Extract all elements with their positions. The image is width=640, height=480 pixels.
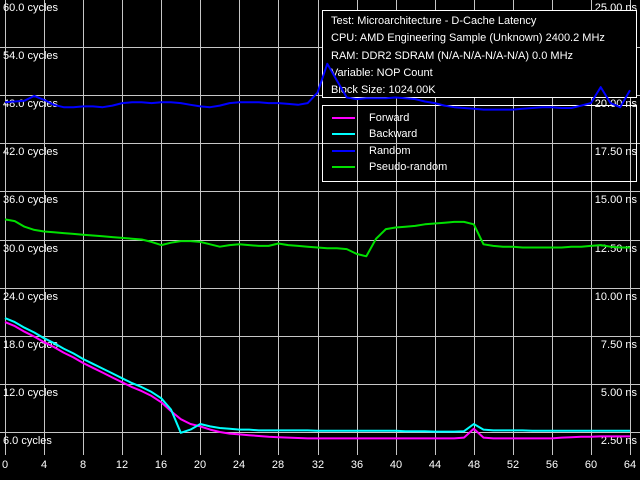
right-axis-tick: 12.50 ns: [594, 243, 637, 255]
left-axis-tick: 36.0 cycles: [3, 194, 59, 206]
right-axis-tick: 15.00 ns: [594, 194, 637, 206]
legend-label-backward: Backward: [369, 128, 418, 140]
x-axis-tick: 64: [623, 459, 637, 471]
left-axis-tick: 6.0 cycles: [3, 435, 52, 447]
left-axis-tick: 18.0 cycles: [3, 339, 59, 351]
right-axis-tick: 7.50 ns: [600, 339, 637, 351]
x-axis-tick: 44: [428, 459, 442, 471]
info-line-block-size: Block Size: 1024.00K: [331, 84, 436, 96]
test-info-box: Test: Microarchitecture - D-Cache Latenc…: [322, 10, 637, 98]
legend-label-forward: Forward: [369, 112, 410, 124]
legend-item-pseudo-random: Pseudo-random: [323, 160, 447, 174]
right-axis-tick: 17.50 ns: [594, 146, 637, 158]
x-axis-tick: 12: [115, 459, 129, 471]
left-axis-tick: 30.0 cycles: [3, 243, 59, 255]
x-axis-tick: 4: [40, 459, 48, 471]
legend-swatch-backward: [332, 133, 355, 135]
x-axis-tick: 36: [350, 459, 364, 471]
left-axis-tick: 42.0 cycles: [3, 146, 59, 158]
legend-item-backward: Backward: [323, 127, 417, 141]
info-line-cpu: CPU: AMD Engineering Sample (Unknown) 24…: [331, 32, 605, 44]
x-axis-tick: 0: [1, 459, 9, 471]
x-axis-tick: 32: [311, 459, 325, 471]
legend-label-random: Random: [369, 145, 411, 157]
chart-legend: Forward Backward Random Pseudo-random: [322, 105, 637, 182]
legend-swatch-pseudo-random: [332, 166, 355, 168]
legend-swatch-forward: [332, 117, 355, 119]
x-axis-tick: 28: [271, 459, 285, 471]
legend-label-pseudo-random: Pseudo-random: [369, 161, 448, 173]
legend-swatch-random: [332, 150, 355, 152]
legend-item-random: Random: [323, 144, 411, 158]
x-axis-tick: 16: [154, 459, 168, 471]
x-axis-tick: 40: [389, 459, 403, 471]
right-axis-tick: 10.00 ns: [594, 291, 637, 303]
x-axis-tick: 24: [232, 459, 246, 471]
x-axis-tick: 56: [545, 459, 559, 471]
legend-item-forward: Forward: [323, 111, 409, 125]
left-axis-tick: 12.0 cycles: [3, 387, 59, 399]
x-axis-tick: 52: [506, 459, 520, 471]
info-line-ram: RAM: DDR2 SDRAM (N/A-N/A-N/A-N/A) 0.0 MH…: [331, 50, 574, 62]
left-axis-tick: 24.0 cycles: [3, 291, 59, 303]
right-axis-tick: 2.50 ns: [600, 435, 637, 447]
info-line-variable: Variable: NOP Count: [331, 67, 433, 79]
right-axis-tick: 5.00 ns: [600, 387, 637, 399]
left-axis-tick: 48.0 cycles: [3, 98, 59, 110]
x-axis-tick: 8: [79, 459, 87, 471]
x-axis-tick: 60: [584, 459, 598, 471]
x-axis-tick: 48: [467, 459, 481, 471]
x-axis-tick: 20: [193, 459, 207, 471]
info-line-test: Test: Microarchitecture - D-Cache Latenc…: [331, 15, 537, 27]
left-axis-tick: 60.0 cycles: [3, 2, 59, 14]
left-axis-tick: 54.0 cycles: [3, 50, 59, 62]
